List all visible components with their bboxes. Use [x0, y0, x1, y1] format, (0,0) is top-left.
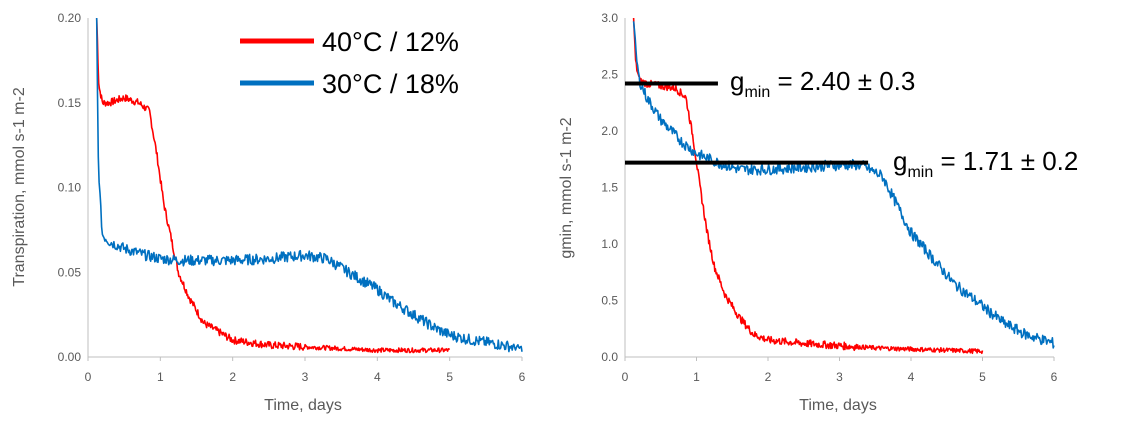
- annotation-gmin-2: gmin = 1.71 ± 0.2: [893, 146, 1078, 181]
- annotation-2-g: g: [893, 146, 907, 176]
- left-x-tick-label: 1: [157, 370, 164, 384]
- annotation-gmin-1: gmin = 2.40 ± 0.3: [730, 66, 915, 101]
- annotation-1-sub: min: [744, 84, 770, 101]
- right-x-tick-label: 0: [622, 370, 629, 384]
- legend: 40°C / 12% 30°C / 18%: [240, 27, 459, 99]
- left-y-axis-title: Transpiration, mmol s-1 m-2: [11, 87, 28, 287]
- left-x-tick-label: 5: [446, 370, 453, 384]
- svg-text:gmin = 2.40 ± 0.3: gmin = 2.40 ± 0.3: [730, 66, 915, 101]
- right-y-tick-label: 1.0: [601, 237, 618, 251]
- right-y-tick-label: 3.0: [601, 11, 618, 25]
- left-y-tick-label: 0.20: [58, 11, 82, 25]
- left-x-axis-title: Time, days: [264, 397, 342, 414]
- right-x-tick-label: 4: [908, 370, 915, 384]
- left-y-tick-label: 0.10: [58, 181, 82, 195]
- left-x-tick-label: 4: [374, 370, 381, 384]
- right-series-blue-line: [632, 21, 1055, 349]
- left-y-tick-label: 0.15: [58, 96, 82, 110]
- left-x-tick-label: 0: [85, 370, 92, 384]
- left-series-red-line: [95, 18, 451, 354]
- left-y-tick-label: 0.00: [58, 350, 82, 364]
- right-x-tick-label: 2: [765, 370, 772, 384]
- right-x-tick-label: 1: [693, 370, 700, 384]
- right-x-axis-title: Time, days: [799, 397, 877, 414]
- right-x-tick-label: 5: [979, 370, 986, 384]
- right-y-tick-label: 0.5: [601, 294, 618, 308]
- right-y-tick-label: 1.5: [601, 181, 618, 195]
- left-series-blue-line: [95, 17, 523, 353]
- left-x-tick-label: 3: [302, 370, 309, 384]
- annotation-2-sub: min: [907, 164, 933, 181]
- annotation-2-value: = 1.71 ± 0.2: [933, 146, 1078, 176]
- svg-text:gmin = 1.71 ± 0.2: gmin = 1.71 ± 0.2: [893, 146, 1078, 181]
- right-x-tick-label: 3: [836, 370, 843, 384]
- gmin-chart: gmin, mmol s-1 m-2 Time, days gmin = 2.4…: [558, 11, 1078, 414]
- annotation-1-g: g: [730, 66, 744, 96]
- right-x-tick-label: 6: [1051, 370, 1058, 384]
- left-y-tick-label: 0.05: [58, 265, 82, 279]
- right-y-tick-label: 2.0: [601, 124, 618, 138]
- legend-label-40c: 40°C / 12%: [322, 27, 459, 57]
- right-series-red-line: [632, 17, 984, 355]
- legend-label-30c: 30°C / 18%: [322, 69, 459, 99]
- right-y-tick-label: 2.5: [601, 68, 618, 82]
- left-x-tick-label: 2: [229, 370, 236, 384]
- right-y-axis-title: gmin, mmol s-1 m-2: [558, 117, 575, 258]
- left-x-tick-label: 6: [519, 370, 526, 384]
- transpiration-chart: Transpiration, mmol s-1 m-2 Time, days 4…: [11, 11, 526, 414]
- annotation-1-value: = 2.40 ± 0.3: [770, 66, 915, 96]
- right-y-tick-label: 0.0: [601, 350, 618, 364]
